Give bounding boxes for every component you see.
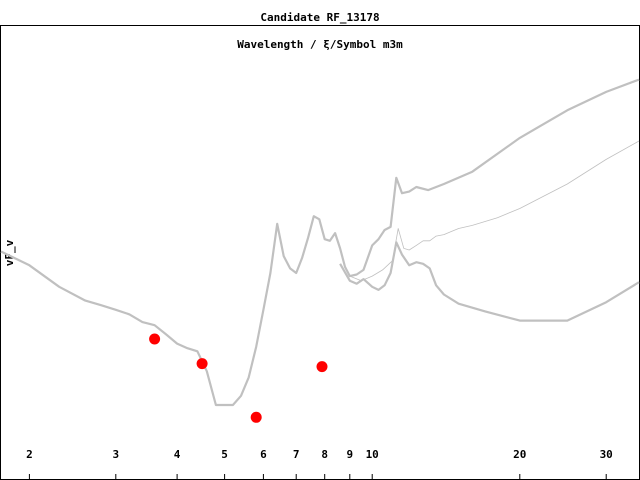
x-tick-label-5: 5 <box>221 448 228 461</box>
x-tick-label-20: 20 <box>513 448 526 461</box>
y-axis-label: vF_v <box>3 239 16 266</box>
x-axis-ticks: 2 3 4 5 6 7 8 9 10 20 30 <box>26 448 613 479</box>
x-tick-label-2: 2 <box>26 448 33 461</box>
data-point-2 <box>196 358 208 370</box>
data-point-4 <box>316 361 328 373</box>
x-tick-label-10: 10 <box>366 448 379 461</box>
chart-subtitle: Wavelength / ξ/Symbol m3m <box>237 38 403 51</box>
data-point-1 <box>149 333 161 345</box>
data-point-3 <box>250 411 262 423</box>
series-line-lower <box>339 241 640 322</box>
x-tick-label-8: 8 <box>321 448 328 461</box>
x-tick-label-7: 7 <box>293 448 300 461</box>
plot-frame <box>0 25 640 480</box>
series-line-middle <box>349 140 640 282</box>
x-tick-label-9: 9 <box>346 448 353 461</box>
x-tick-label-4: 4 <box>174 448 181 461</box>
chart-title: Candidate RF_13178 <box>260 11 379 24</box>
series-layer <box>0 78 640 407</box>
x-tick-label-6: 6 <box>260 448 267 461</box>
series-line-upper <box>0 78 640 407</box>
points-layer <box>149 333 328 423</box>
x-tick-label-3: 3 <box>112 448 119 461</box>
x-tick-label-30: 30 <box>600 448 613 461</box>
